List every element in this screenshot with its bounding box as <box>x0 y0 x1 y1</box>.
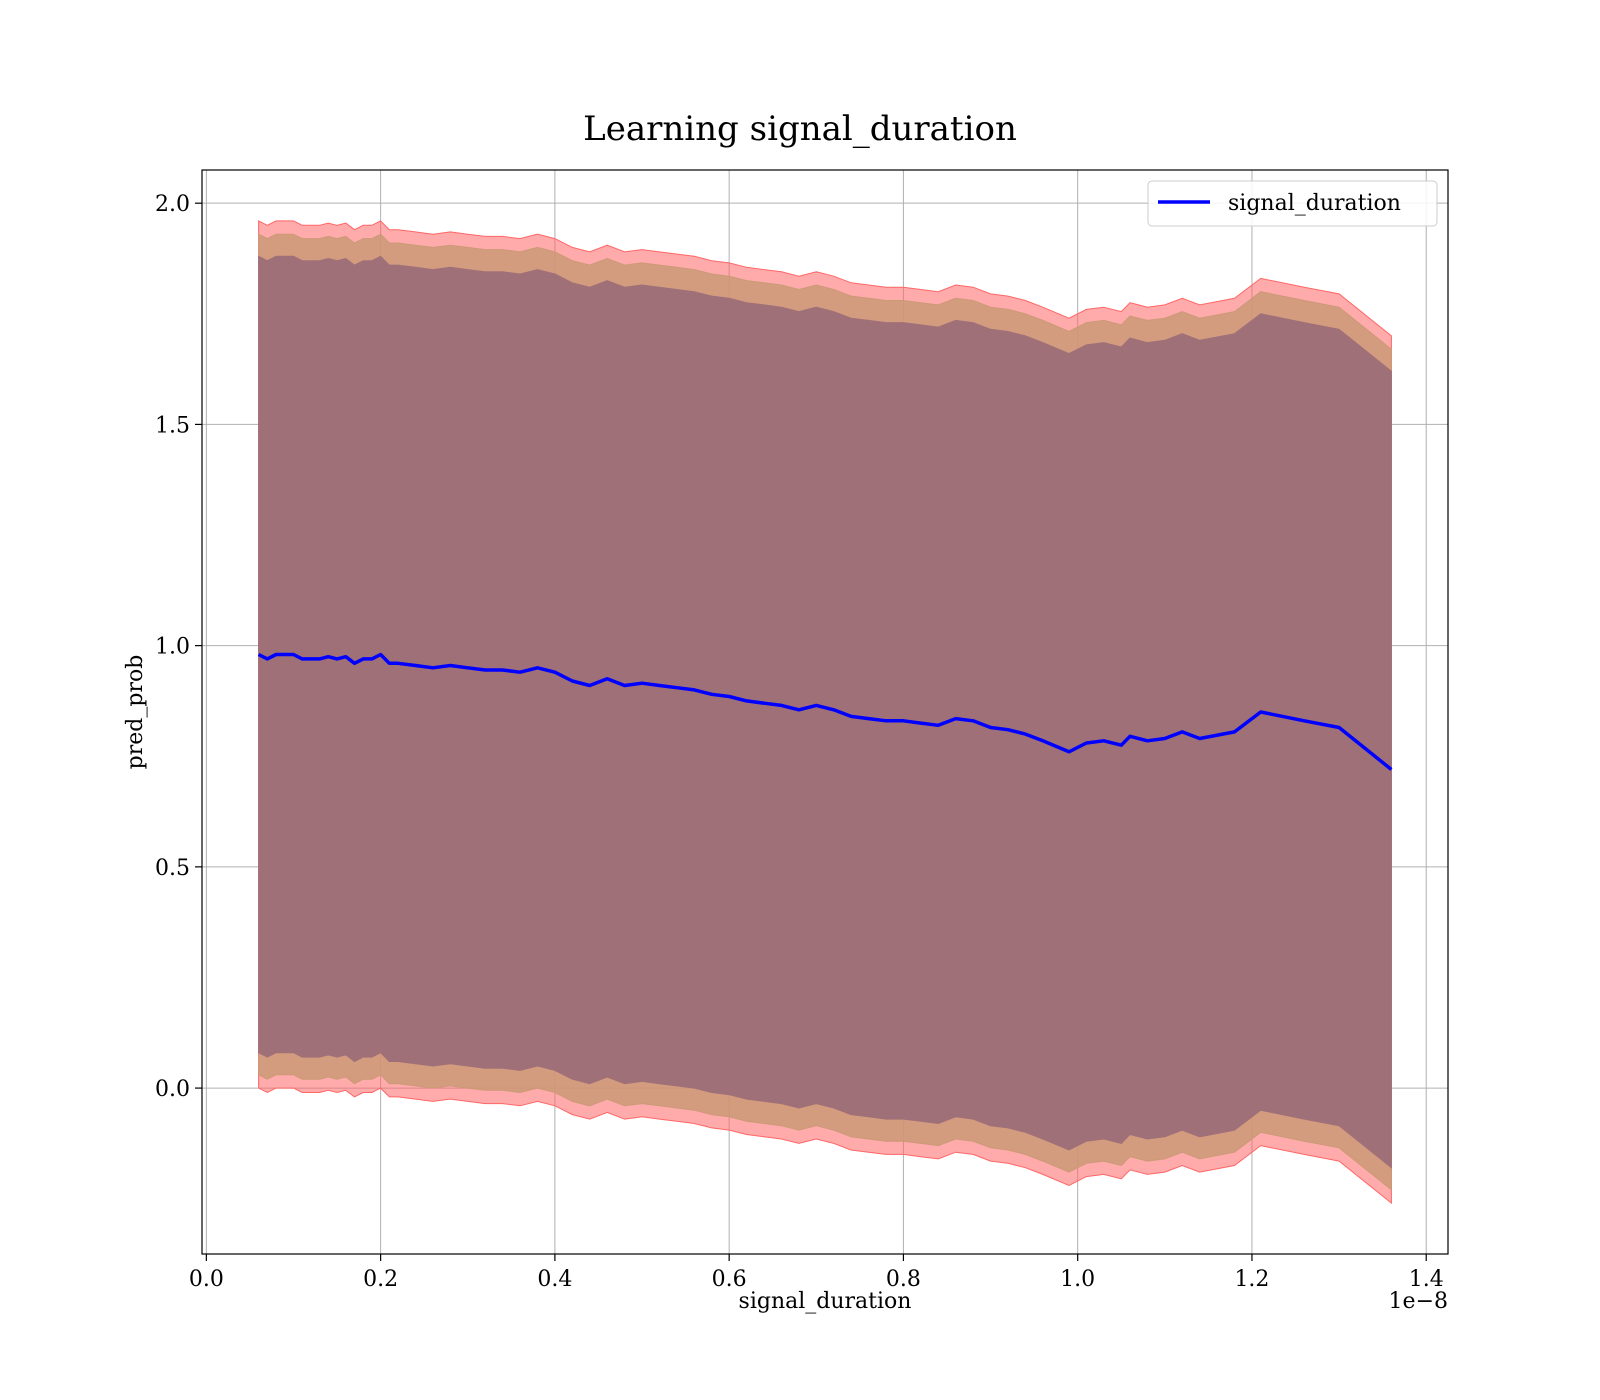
x-tick-label: 1.4 <box>1409 1267 1444 1292</box>
legend: signal_duration <box>1147 180 1438 227</box>
x-tick-label: 0.2 <box>363 1267 398 1292</box>
y-tick-label: 1.0 <box>155 635 190 660</box>
series-line-signal-duration <box>257 652 1393 771</box>
chart-title: Learning signal_duration <box>583 109 1017 149</box>
uncertainty-bands <box>258 220 1392 1205</box>
x-tick-label: 0.8 <box>886 1267 921 1292</box>
x-tick-label: 0.0 <box>189 1267 224 1292</box>
x-tick-label: 1.0 <box>1060 1267 1095 1292</box>
x-axis-ticks: 0.0 0.2 0.4 0.6 0.8 1.0 1.2 1.4 <box>189 1254 1444 1292</box>
y-tick-label: 2.0 <box>155 192 190 217</box>
x-tick-label: 0.6 <box>712 1267 747 1292</box>
y-axis-label: pred_prob <box>123 655 148 770</box>
y-tick-label: 0.5 <box>155 856 190 881</box>
legend-frame <box>1147 180 1438 227</box>
x-axis-offset-label: 1e−8 <box>1389 1289 1448 1314</box>
x-tick-label: 0.4 <box>537 1267 572 1292</box>
inner-band <box>258 255 1392 1169</box>
y-tick-label: 1.5 <box>155 413 190 438</box>
x-tick-label: 1.2 <box>1234 1267 1269 1292</box>
series-lines <box>257 652 1393 771</box>
legend-label: signal_duration <box>1228 191 1401 216</box>
y-tick-label: 0.0 <box>155 1077 190 1102</box>
plot-frame <box>201 169 1449 1255</box>
x-axis-label: signal_duration <box>739 1289 912 1314</box>
y-axis-ticks: 0.0 0.5 1.0 1.5 2.0 <box>155 192 202 1102</box>
